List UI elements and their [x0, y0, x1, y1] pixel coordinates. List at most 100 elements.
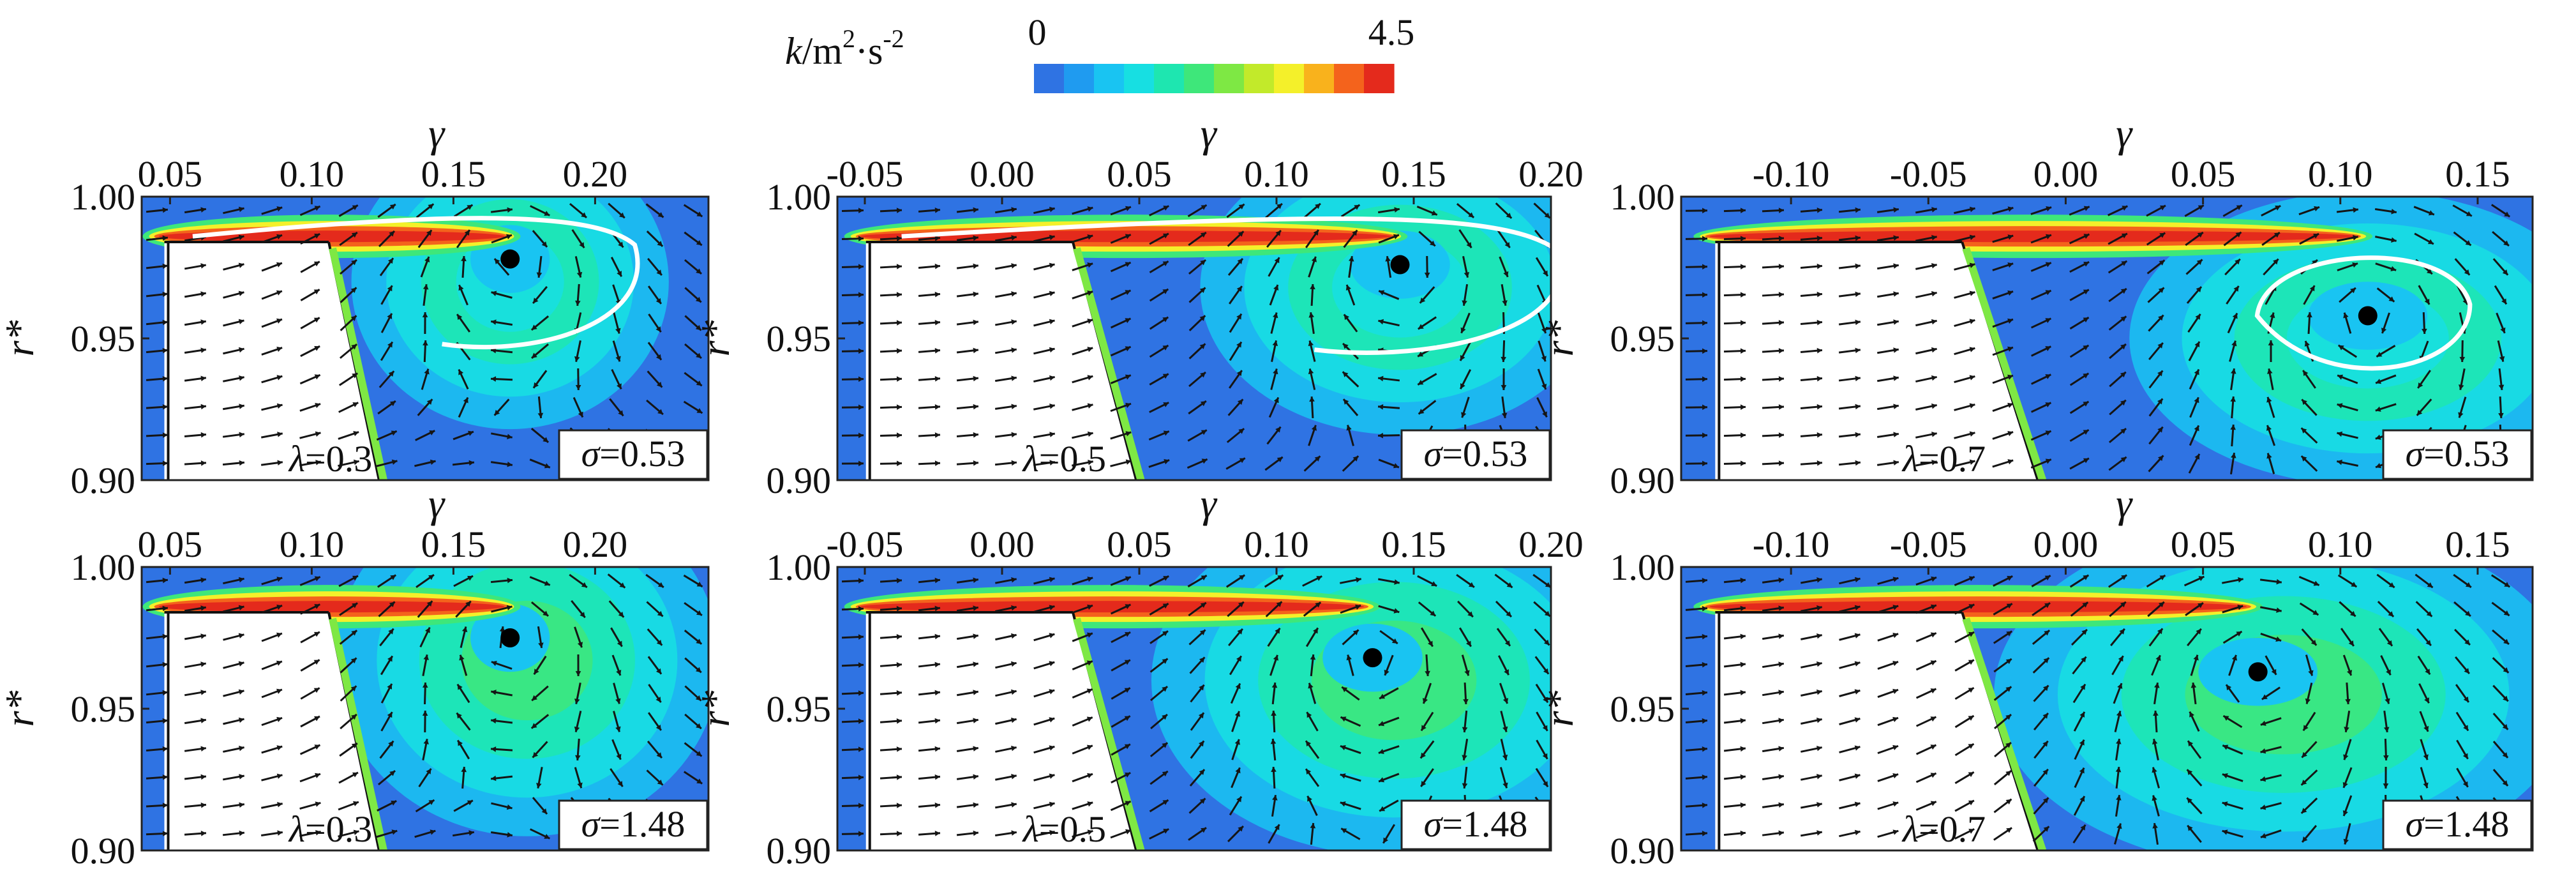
- velocity-arrowhead: [2462, 753, 2468, 759]
- velocity-arrowhead: [1316, 576, 1322, 581]
- velocity-arrowhead: [1087, 801, 1093, 807]
- velocity-arrowhead: [2260, 776, 2266, 782]
- x-tick-label: 0.15: [2445, 153, 2510, 195]
- velocity-arrowhead: [1236, 796, 1241, 803]
- velocity-arrowhead: [1504, 640, 1510, 646]
- velocity-arrowhead: [200, 831, 206, 836]
- velocity-arrowhead: [896, 376, 902, 382]
- velocity-arrowhead: [1378, 375, 1384, 382]
- velocity-arrowhead: [2007, 290, 2014, 296]
- velocity-arrowhead: [1816, 404, 1822, 410]
- velocity-arrowhead: [1162, 631, 1169, 637]
- velocity-arrowhead: [1968, 772, 1974, 778]
- velocity-arrowhead: [2005, 658, 2012, 665]
- velocity-arrowhead: [2427, 239, 2434, 245]
- velocity-arrowhead: [615, 726, 621, 732]
- velocity-arrowhead: [1778, 292, 1784, 298]
- velocity-arrowhead: [1311, 425, 1317, 431]
- y-axis-label: r*: [693, 321, 738, 357]
- velocity-arrowhead: [1930, 829, 1936, 834]
- velocity-arrowhead: [1011, 404, 1017, 410]
- velocity-arrowhead: [1352, 230, 1358, 236]
- velocity-arrowhead: [2307, 312, 2312, 318]
- velocity-arrowhead: [1855, 291, 1861, 298]
- velocity-arrowhead: [1162, 771, 1168, 777]
- velocity-arrowhead: [1010, 661, 1017, 667]
- velocity-arrowhead: [2312, 259, 2318, 266]
- x-tick-label: 0.20: [563, 153, 628, 195]
- velocity-arrowhead: [1275, 427, 1281, 433]
- x-axis-label: γ: [2116, 110, 2133, 156]
- velocity-arrowhead: [2235, 259, 2240, 265]
- velocity-arrowhead: [657, 241, 663, 246]
- velocity-arrowhead: [458, 369, 464, 375]
- vortex-core-marker: [500, 628, 520, 647]
- velocity-arrowhead: [1816, 319, 1822, 326]
- velocity-arrowhead: [973, 319, 978, 326]
- velocity-arrowhead: [468, 460, 474, 466]
- y-tick-label: 1.00: [71, 547, 136, 588]
- velocity-arrowhead: [277, 801, 283, 808]
- velocity-arrowhead: [1011, 830, 1017, 836]
- velocity-arrowhead: [1049, 404, 1055, 409]
- velocity-arrowhead: [1740, 802, 1746, 808]
- velocity-arrowhead: [352, 801, 359, 806]
- velocity-arrowhead: [389, 204, 396, 210]
- velocity-arrowhead: [2501, 298, 2506, 305]
- velocity-arrowhead: [696, 638, 702, 644]
- velocity-arrowhead: [2503, 610, 2510, 616]
- velocity-arrowhead: [973, 661, 978, 667]
- velocity-arrowhead: [2346, 670, 2353, 676]
- velocity-arrowhead: [1343, 399, 1349, 405]
- velocity-arrowhead: [1931, 576, 1937, 582]
- velocity-arrowhead: [1968, 716, 1974, 721]
- x-axis-label: γ: [428, 481, 446, 526]
- velocity-arrowhead: [2083, 262, 2090, 267]
- velocity-arrowhead: [1702, 831, 1707, 836]
- lambda-annotation: λ=0.7: [1901, 808, 1986, 850]
- velocity-arrowhead: [1125, 262, 1131, 268]
- blade-body: [164, 612, 379, 850]
- velocity-arrowhead: [1200, 232, 1206, 238]
- velocity-arrowhead: [1816, 717, 1822, 723]
- velocity-arrowhead: [2120, 457, 2127, 462]
- velocity-arrowhead: [491, 690, 497, 695]
- velocity-arrowhead: [238, 717, 244, 723]
- velocity-arrowhead: [1049, 661, 1055, 667]
- y-tick-label: 0.90: [1610, 460, 1675, 501]
- velocity-arrowhead: [896, 831, 902, 836]
- velocity-arrowhead: [1199, 630, 1206, 636]
- velocity-arrowhead: [973, 746, 978, 751]
- velocity-arrowhead: [162, 746, 168, 752]
- velocity-arrowhead: [1931, 347, 1937, 353]
- velocity-arrowhead: [2193, 654, 2199, 661]
- velocity-arrowhead: [2079, 796, 2085, 802]
- velocity-arrowhead: [1239, 458, 1245, 464]
- velocity-arrowhead: [387, 258, 393, 264]
- velocity-arrowhead: [973, 263, 978, 269]
- y-axis-label: r*: [1536, 691, 1582, 727]
- velocity-arrowhead: [389, 230, 394, 237]
- velocity-arrowhead: [1379, 806, 1386, 812]
- velocity-arrowhead: [858, 774, 864, 780]
- velocity-arrowhead: [426, 230, 432, 236]
- velocity-arrowhead: [617, 383, 622, 389]
- velocity-arrowhead: [2383, 783, 2389, 789]
- velocity-arrowhead: [896, 208, 902, 213]
- velocity-arrowhead: [1162, 374, 1169, 379]
- x-tick-label: 0.00: [2033, 524, 2099, 565]
- velocity-arrowhead: [162, 690, 168, 696]
- velocity-arrowhead: [2498, 412, 2504, 418]
- x-tick-label: 0.15: [2445, 524, 2510, 565]
- velocity-arrowhead: [313, 631, 320, 637]
- velocity-arrowhead: [1702, 292, 1707, 298]
- velocity-arrowhead: [1816, 263, 1822, 269]
- velocity-arrowhead: [506, 605, 513, 611]
- velocity-arrowhead: [1854, 661, 1861, 667]
- velocity-arrowhead: [2120, 428, 2127, 434]
- jet-region: [860, 601, 1365, 613]
- velocity-arrowhead: [1087, 773, 1093, 778]
- velocity-arrowhead: [1740, 830, 1746, 836]
- velocity-arrowhead: [422, 312, 428, 317]
- velocity-arrowhead: [1310, 823, 1316, 829]
